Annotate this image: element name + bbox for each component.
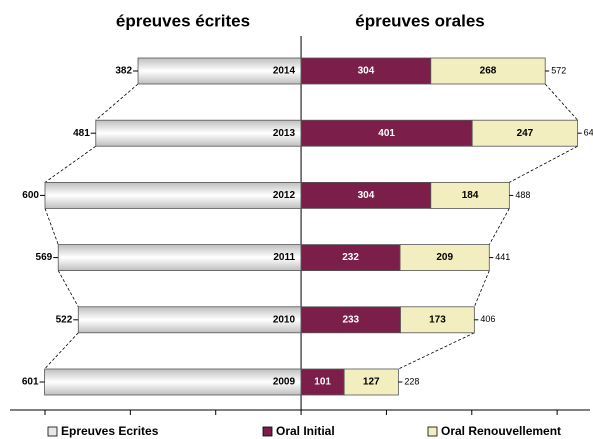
value-label: 184 <box>462 190 479 201</box>
bar-oral <box>399 244 490 272</box>
bar-oral <box>300 244 401 272</box>
bar-oral <box>343 368 399 396</box>
left-title: épreuves écrites <box>116 11 250 30</box>
total-label: 441 <box>495 252 510 262</box>
value-label: 247 <box>517 128 534 139</box>
value-label: 173 <box>429 314 446 325</box>
bar-oral <box>300 306 401 334</box>
total-label: 406 <box>480 314 495 324</box>
connector <box>44 208 59 245</box>
connector <box>44 332 79 370</box>
value-label: 481 <box>73 128 90 139</box>
legend-swatch <box>47 426 58 437</box>
value-label: 268 <box>480 66 497 77</box>
bar-ecrites <box>57 244 302 272</box>
year-label: 2009 <box>273 377 296 388</box>
connector <box>488 208 510 245</box>
bar-ecrites <box>95 119 302 147</box>
value-label: 209 <box>436 252 453 263</box>
connector <box>44 145 97 183</box>
year-label: 2014 <box>273 66 296 77</box>
value-label: 601 <box>22 377 39 388</box>
bar-ecrites <box>44 181 302 209</box>
total-label: 488 <box>515 190 530 200</box>
value-label: 522 <box>56 314 73 325</box>
legend-label: Oral Initial <box>276 424 335 438</box>
legend-label: Epreuves Ecrites <box>61 424 159 438</box>
bar-oral <box>430 57 546 85</box>
value-label: 569 <box>36 252 53 263</box>
year-label: 2011 <box>273 252 295 263</box>
bar-oral <box>300 119 473 147</box>
total-label: 648 <box>584 128 593 138</box>
value-label: 101 <box>314 377 331 388</box>
value-label: 233 <box>342 314 359 325</box>
legend-label: Oral Renouvellement <box>441 424 561 438</box>
connector <box>509 145 578 183</box>
value-label: 401 <box>378 128 395 139</box>
connector <box>398 332 475 370</box>
year-label: 2010 <box>273 314 296 325</box>
connector <box>473 270 490 307</box>
value-label: 304 <box>358 66 375 77</box>
bar-ecrites <box>44 368 302 396</box>
value-label: 304 <box>358 190 375 201</box>
connector <box>57 270 79 307</box>
right-title: épreuves orales <box>355 11 484 30</box>
value-label: 600 <box>22 190 39 201</box>
bar-ecrites <box>77 306 302 334</box>
bar-oral <box>430 181 510 209</box>
total-label: 572 <box>551 65 566 75</box>
connector <box>544 83 578 121</box>
value-label: 127 <box>363 377 380 388</box>
connector <box>95 83 139 121</box>
bar-oral <box>300 57 432 85</box>
legend-swatch <box>262 426 273 437</box>
year-label: 2012 <box>273 190 296 201</box>
value-label: 232 <box>342 252 359 263</box>
total-label: 228 <box>404 376 419 386</box>
year-label: 2013 <box>273 128 296 139</box>
bar-oral <box>471 119 579 147</box>
legend-swatch <box>427 426 438 437</box>
bar-oral <box>300 181 432 209</box>
value-label: 382 <box>115 66 132 77</box>
